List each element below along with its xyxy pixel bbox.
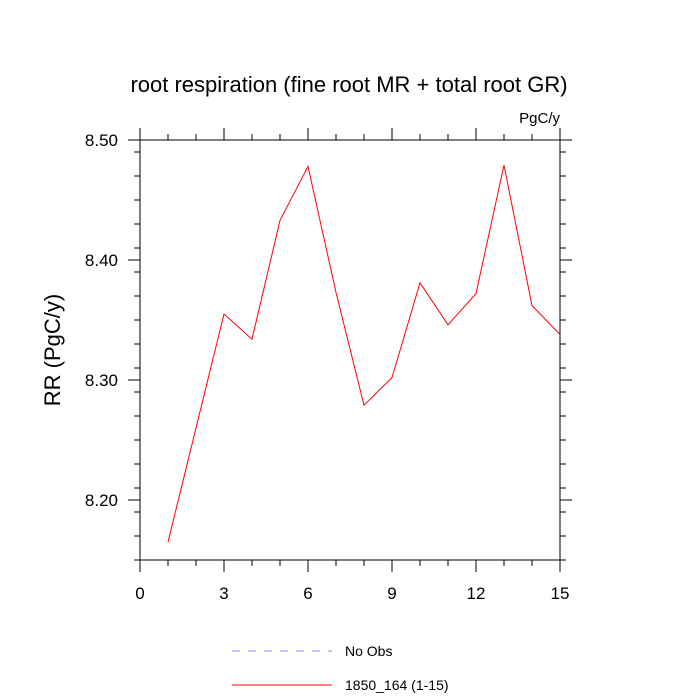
plot-frame <box>139 139 561 561</box>
x-tick-label: 15 <box>551 584 570 603</box>
y-tick-label: 8.30 <box>85 371 118 390</box>
x-tick-label: 6 <box>303 584 312 603</box>
y-tick-label: 8.40 <box>85 251 118 270</box>
y-tick-label: 8.50 <box>85 131 118 150</box>
legend: No Obs 1850_164 (1-15) <box>232 643 449 693</box>
x-tick-label: 3 <box>219 584 228 603</box>
y-tick-label: 8.20 <box>85 491 118 510</box>
x-tick-label: 12 <box>467 584 486 603</box>
legend-label: 1850_164 (1-15) <box>345 677 449 693</box>
x-tick-label: 0 <box>135 584 144 603</box>
chart-title: root respiration (fine root MR + total r… <box>130 72 567 97</box>
series-line <box>167 164 561 543</box>
units-label: PgC/y <box>519 110 560 127</box>
series-layer <box>167 164 561 543</box>
axis-tick-labels: 0 3 6 9 12 15 8.20 8.30 8.40 8.50 <box>85 131 570 603</box>
axis-ticks <box>128 128 572 572</box>
legend-label: No Obs <box>345 643 392 659</box>
x-tick-label: 9 <box>387 584 396 603</box>
y-axis-label: RR (PgC/y) <box>40 294 65 406</box>
